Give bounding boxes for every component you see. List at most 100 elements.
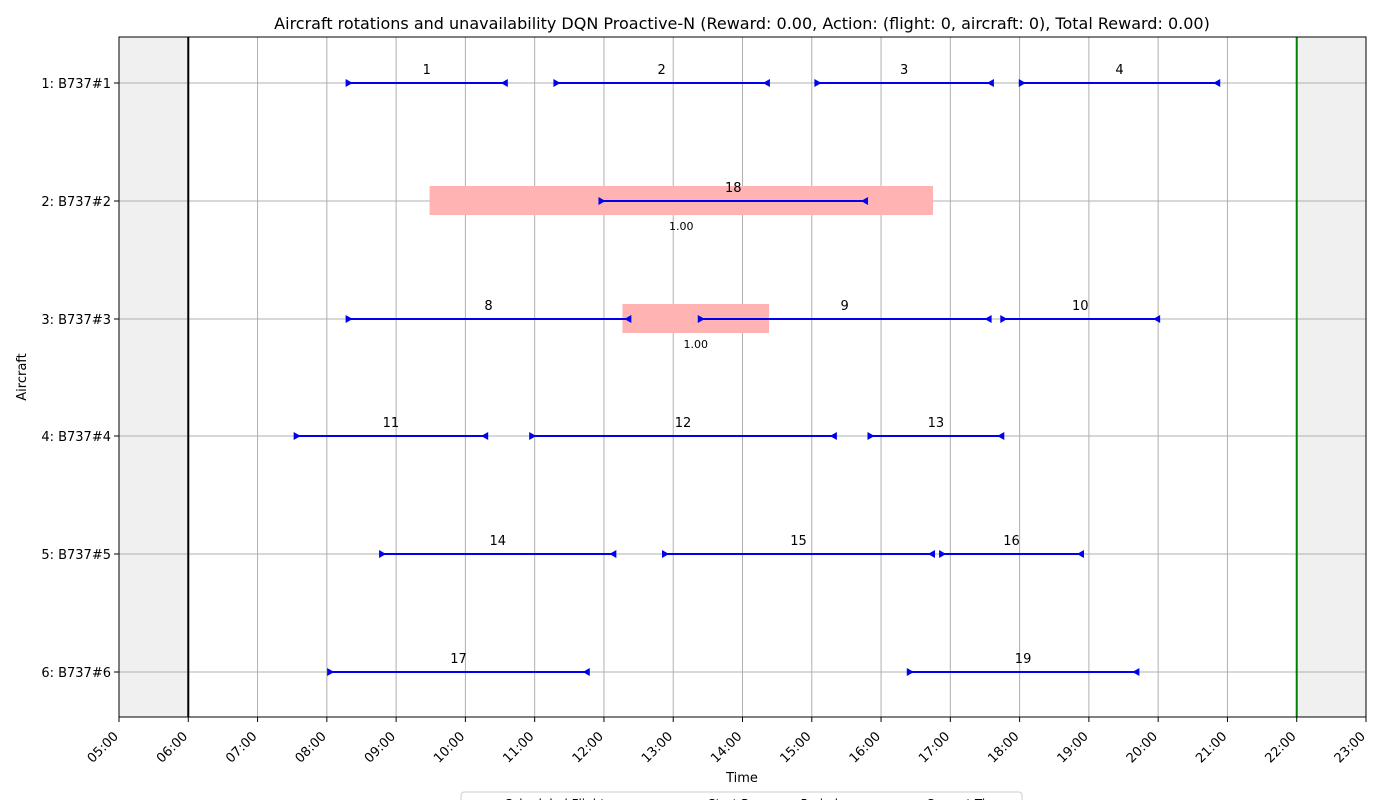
unavailability-probability: 1.00 <box>683 338 708 351</box>
x-tick-label: 23:00 <box>1332 729 1369 766</box>
flight-label: 12 <box>675 416 692 431</box>
outside-window-right <box>1296 37 1366 717</box>
flight-label: 18 <box>725 181 742 196</box>
departure-marker <box>939 550 947 558</box>
departure-marker <box>1000 315 1008 323</box>
flight-10: 10 <box>1000 299 1161 323</box>
departure-marker <box>906 668 914 676</box>
x-tick-label: 05:00 <box>85 729 122 766</box>
legend-label: Scheduled Flight <box>505 797 605 800</box>
flight-1: 1 <box>345 63 508 87</box>
arrival-marker <box>986 79 994 87</box>
flight-17: 17 <box>327 652 590 676</box>
arrival-marker <box>1153 315 1161 323</box>
flight-label: 13 <box>928 416 945 431</box>
flight-12: 12 <box>529 416 837 440</box>
legend: Scheduled Flight Start Recovery Period Cur… <box>460 791 1023 800</box>
chart-title: Aircraft rotations and unavailability DQ… <box>274 14 1210 33</box>
legend-item: Current Time <box>926 797 1004 800</box>
x-tick-label: 19:00 <box>1055 729 1092 766</box>
x-tick-label: 15:00 <box>778 729 815 766</box>
departure-marker <box>814 79 822 87</box>
arrival-marker <box>1076 550 1084 558</box>
x-tick-label: 12:00 <box>570 729 607 766</box>
x-tick-label: 18:00 <box>985 729 1022 766</box>
arrival-marker <box>624 315 632 323</box>
flight-2: 2 <box>553 63 770 87</box>
x-tick-label: 16:00 <box>847 729 884 766</box>
flight-label: 16 <box>1003 534 1020 549</box>
arrival-marker <box>984 315 992 323</box>
flight-18: 18 <box>598 181 869 205</box>
legend-item: Scheduled Flight <box>505 797 605 800</box>
flight-13: 13 <box>867 416 1005 440</box>
y-tick-label: 5: B737#5 <box>41 548 111 563</box>
x-tick-label: 22:00 <box>1262 729 1299 766</box>
flight-label: 1 <box>423 63 431 78</box>
departure-marker <box>293 432 301 440</box>
legend-box <box>460 791 1023 800</box>
flight-16: 16 <box>939 534 1084 558</box>
flight-label: 3 <box>900 63 908 78</box>
y-axis-label: Aircraft <box>15 353 30 400</box>
x-tick-label: 08:00 <box>293 729 330 766</box>
departure-marker <box>1018 79 1026 87</box>
unavailability-probability: 1.00 <box>669 220 694 233</box>
departure-marker <box>327 668 335 676</box>
x-tick-label: 21:00 <box>1193 729 1230 766</box>
y-tick-label: 4: B737#4 <box>41 430 111 445</box>
flight-label: 8 <box>484 299 492 314</box>
arrival-marker <box>861 197 869 205</box>
flight-4: 4 <box>1018 63 1221 87</box>
arrival-marker <box>609 550 617 558</box>
departure-marker <box>345 315 353 323</box>
y-tick-label: 3: B737#3 <box>41 313 111 328</box>
arrival-marker <box>582 668 590 676</box>
x-tick-label: 10:00 <box>431 729 468 766</box>
flight-8: 8 <box>345 299 632 323</box>
flight-19: 19 <box>906 652 1140 676</box>
x-tick-label: 17:00 <box>916 729 953 766</box>
y-tick-label: 1: B737#1 <box>41 77 111 92</box>
x-tick-label: 13:00 <box>639 729 676 766</box>
x-tick-label: 20:00 <box>1124 729 1161 766</box>
flight-label: 2 <box>658 63 666 78</box>
arrival-marker <box>928 550 936 558</box>
flight-label: 15 <box>790 534 807 549</box>
x-tick-label: 11:00 <box>500 729 537 766</box>
flight-3: 3 <box>814 63 994 87</box>
x-tick-label: 14:00 <box>708 729 745 766</box>
flight-label: 10 <box>1072 299 1089 314</box>
departure-marker <box>598 197 606 205</box>
arrival-marker <box>1213 79 1221 87</box>
arrival-marker <box>829 432 837 440</box>
departure-marker <box>345 79 353 87</box>
flight-label: 9 <box>841 299 849 314</box>
flight-label: 11 <box>383 416 400 431</box>
arrival-marker <box>481 432 489 440</box>
flight-label: 19 <box>1015 652 1032 667</box>
x-axis-label: Time <box>725 771 758 786</box>
outside-window-left <box>119 37 189 717</box>
flight-label: 17 <box>450 652 467 667</box>
flight-label: 4 <box>1115 63 1123 78</box>
legend-label: Start Recovery Period <box>708 797 838 800</box>
arrival-marker <box>500 79 508 87</box>
legend-label: Current Time <box>926 797 1004 800</box>
flight-15: 15 <box>661 534 936 558</box>
departure-marker <box>867 432 875 440</box>
x-tick-label: 09:00 <box>362 729 399 766</box>
arrival-marker <box>762 79 770 87</box>
departure-marker <box>529 432 537 440</box>
y-tick-label: 6: B737#6 <box>41 666 111 681</box>
flight-11: 11 <box>293 416 489 440</box>
departure-marker <box>379 550 387 558</box>
x-tick-label: 06:00 <box>154 729 191 766</box>
departure-marker <box>553 79 561 87</box>
legend-item: Start Recovery Period <box>708 797 838 800</box>
arrival-marker <box>1132 668 1140 676</box>
flight-label: 14 <box>489 534 506 549</box>
flight-9: 9 <box>697 299 992 323</box>
